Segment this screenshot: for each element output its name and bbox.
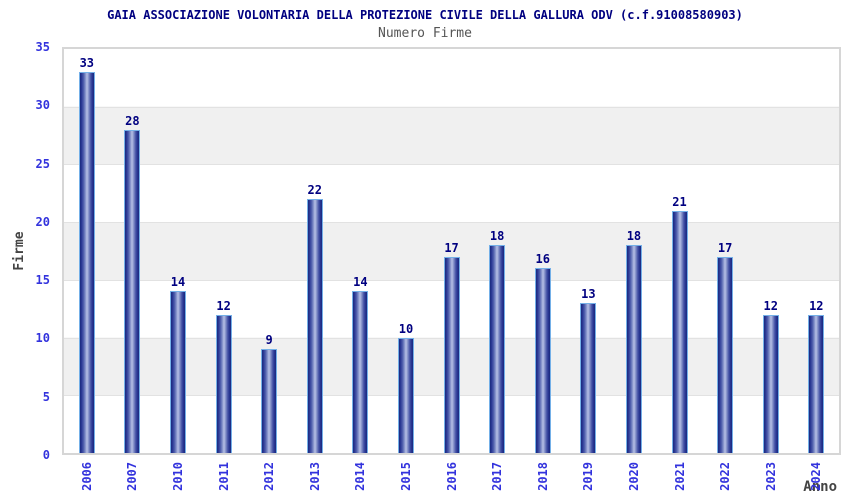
x-tick-label: 2020 [626,462,641,491]
gridline [64,222,839,224]
bar-slot: 9 2012 [246,49,292,491]
bar [717,256,734,453]
bar [671,210,688,453]
x-tick-label: 2019 [581,462,596,491]
bar-value-label: 28 [125,113,140,128]
bar-slot: 14 2010 [155,49,201,491]
bar-slot: 18 2017 [474,49,520,491]
x-tick-label: 2012 [262,462,277,491]
bar [169,291,186,453]
bars-row: 33 2006 28 2007 14 2010 12 2011 9 2012 22 2013 14 201… [64,49,840,491]
bar-slot: 33 2006 [64,49,110,491]
x-tick-label: 2007 [125,462,140,491]
y-tick-label: 15 [35,273,50,288]
bar [306,199,323,453]
y-axis-title: Firme [12,231,27,271]
x-tick-label: 2006 [79,462,94,491]
bar-value-label: 17 [444,240,459,255]
bar-slot: 22 2013 [292,49,338,491]
bar [397,337,414,453]
y-tick-label: 30 [35,98,50,113]
bar [352,291,369,453]
gridline [64,164,839,166]
plot-area: 33 2006 28 2007 14 2010 12 2011 9 2012 22 2013 14 201… [62,47,841,491]
bar-value-label: 22 [307,183,322,198]
bar [625,245,642,453]
bar [489,245,506,453]
x-tick-label: 2018 [535,462,550,491]
x-tick-label: 2022 [718,462,733,491]
bar-value-label: 13 [581,286,596,301]
bar [580,302,597,453]
bar-value-label: 17 [717,240,733,255]
bar-value-label: 10 [398,321,414,336]
bar-value-label: 12 [216,298,231,313]
y-tick-label: 20 [35,214,50,229]
bar [808,314,825,453]
gridline [64,106,839,108]
bar-value-label: 18 [489,229,505,244]
bar [261,349,278,453]
bar [78,72,95,453]
x-tick-label: 2015 [398,462,413,491]
bar [443,256,460,453]
bar-slot: 12 2011 [201,49,247,491]
bar-value-label: 12 [763,298,778,313]
x-tick-label: 2021 [672,462,687,491]
y-axis: 0 5 10 15 20 25 30 35 [0,41,56,461]
x-tick-label: 2023 [763,462,778,491]
y-tick-label: 10 [35,331,50,346]
x-tick-label: 2017 [490,462,505,491]
x-tick-label: 2024 [809,462,824,491]
chart-subtitle: Numero Firme [378,26,472,41]
bar [762,314,779,453]
y-tick-label: 25 [35,156,50,171]
x-axis-title: Anno [803,479,837,495]
x-tick-label: 2016 [444,462,459,491]
bar-value-label: 16 [535,252,550,267]
bar-slot: 16 2018 [520,49,566,491]
bar-value-label: 33 [79,56,95,71]
bar-slot: 18 2020 [611,49,657,491]
bar-value-label: 21 [672,194,687,209]
x-tick-label: 2010 [170,462,185,491]
bar-value-label: 12 [809,298,824,313]
y-tick-label: 5 [42,389,50,404]
x-tick-label: 2013 [307,462,322,491]
chart-title: GAIA ASSOCIAZIONE VOLONTARIA DELLA PROTE… [107,8,743,22]
bar-value-label: 14 [353,275,368,290]
bar-slot: 12 2024 [794,49,840,491]
bar-slot: 12 2023 [748,49,794,491]
bar [534,268,551,453]
bar-slot: 21 2021 [657,49,703,491]
bar-value-label: 18 [626,229,642,244]
bar-value-label: 14 [170,275,186,290]
bar-slot: 13 2019 [566,49,612,491]
x-tick-label: 2011 [216,462,231,491]
y-tick-label: 35 [35,40,50,54]
bar-slot: 28 2007 [110,49,156,491]
y-tick-label: 0 [42,448,50,462]
bar [124,129,141,453]
bar-slot: 17 2016 [429,49,475,491]
bar-slot: 10 2015 [383,49,429,491]
bar-slot: 17 2022 [702,49,748,491]
bar-slot: 14 2014 [338,49,384,491]
bar-value-label: 9 [265,333,273,348]
bar [215,314,232,453]
x-tick-label: 2014 [353,462,368,491]
